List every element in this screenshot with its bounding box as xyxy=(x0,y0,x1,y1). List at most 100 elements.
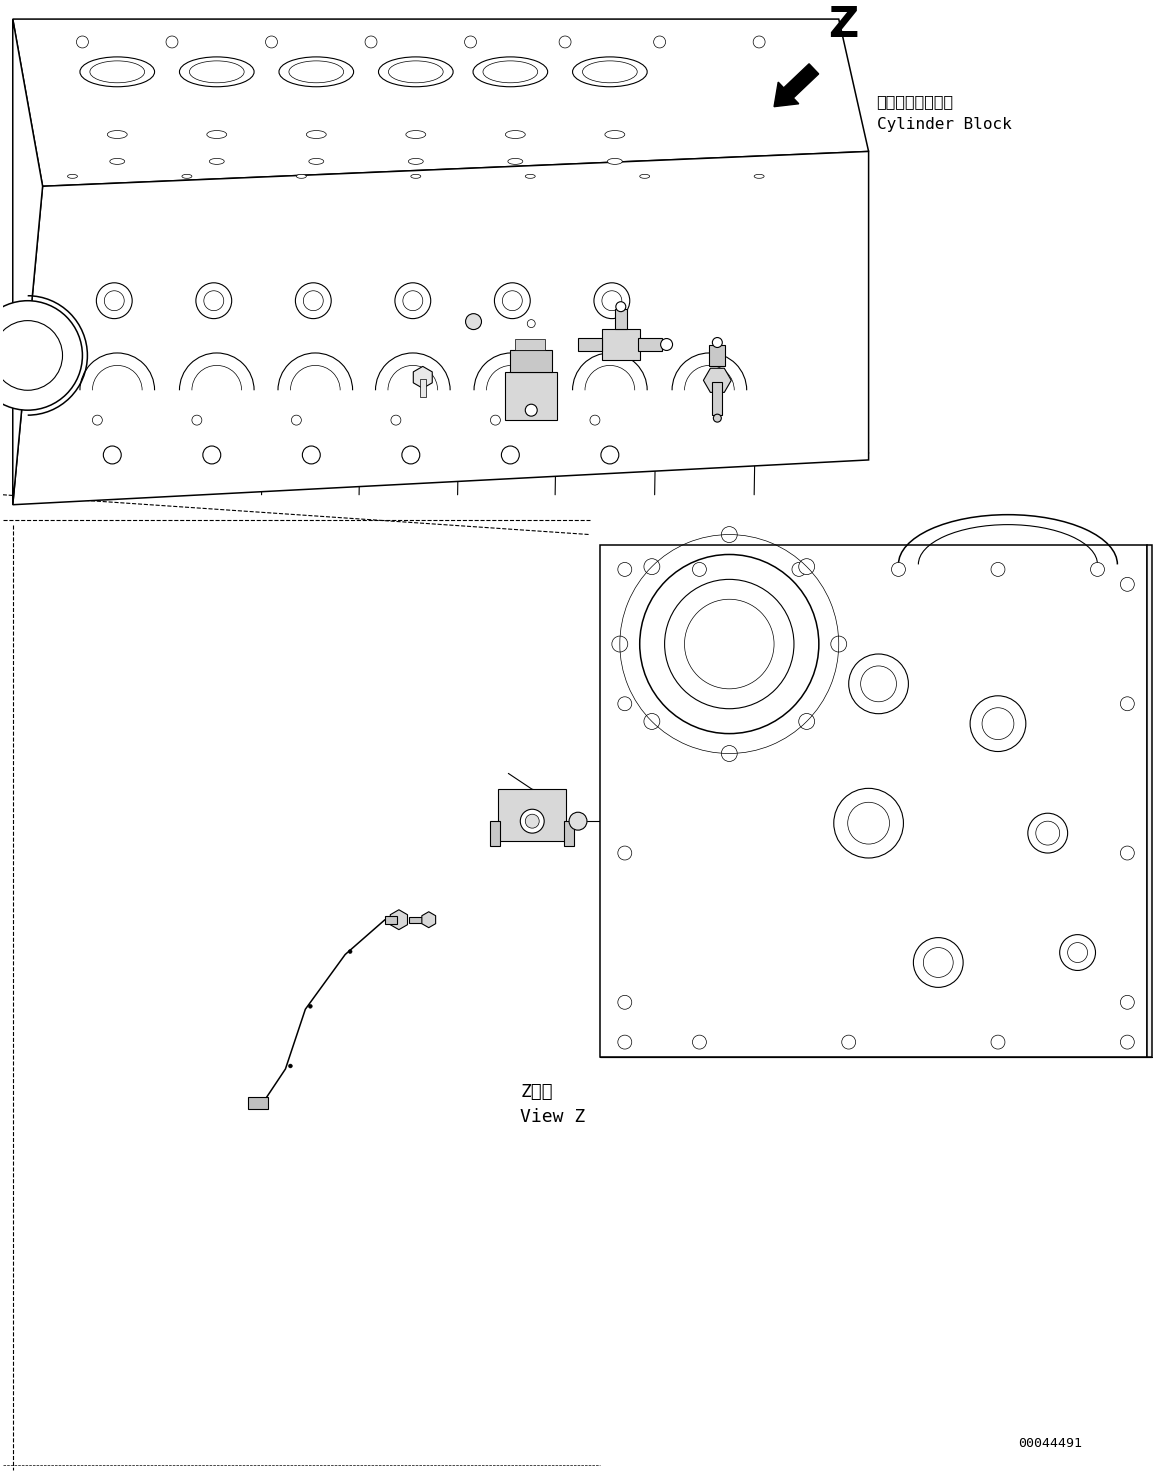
Bar xyxy=(248,1097,267,1108)
Circle shape xyxy=(494,283,530,319)
Ellipse shape xyxy=(411,174,421,179)
Circle shape xyxy=(594,283,630,319)
Ellipse shape xyxy=(526,174,535,179)
Circle shape xyxy=(1120,577,1134,592)
Circle shape xyxy=(849,654,908,714)
Circle shape xyxy=(92,415,102,425)
Circle shape xyxy=(166,35,178,47)
Text: シリンダブロック: シリンダブロック xyxy=(877,94,954,109)
Circle shape xyxy=(402,446,420,463)
Bar xyxy=(637,338,662,351)
Polygon shape xyxy=(600,545,1147,1057)
Bar xyxy=(499,790,566,841)
Circle shape xyxy=(1120,1035,1134,1049)
Ellipse shape xyxy=(179,58,254,87)
Circle shape xyxy=(520,809,544,832)
Circle shape xyxy=(923,948,954,977)
Circle shape xyxy=(569,812,587,830)
Ellipse shape xyxy=(473,58,548,87)
Bar xyxy=(385,915,397,924)
Circle shape xyxy=(204,291,223,310)
Circle shape xyxy=(590,415,600,425)
Circle shape xyxy=(982,707,1014,739)
Polygon shape xyxy=(422,912,436,927)
Circle shape xyxy=(202,446,221,463)
Circle shape xyxy=(721,745,737,762)
Ellipse shape xyxy=(279,58,354,87)
Circle shape xyxy=(970,695,1026,751)
Circle shape xyxy=(644,713,659,729)
Ellipse shape xyxy=(67,174,78,179)
Circle shape xyxy=(502,291,522,310)
Circle shape xyxy=(465,314,481,329)
Circle shape xyxy=(0,320,63,390)
Circle shape xyxy=(913,937,963,987)
Ellipse shape xyxy=(109,158,124,164)
Circle shape xyxy=(1120,697,1134,711)
Circle shape xyxy=(713,415,721,422)
Circle shape xyxy=(618,1035,632,1049)
Circle shape xyxy=(654,35,665,47)
Circle shape xyxy=(721,527,737,543)
Ellipse shape xyxy=(607,158,622,164)
Circle shape xyxy=(618,562,632,576)
Circle shape xyxy=(1059,934,1096,970)
Bar xyxy=(615,308,627,329)
Circle shape xyxy=(365,35,377,47)
Ellipse shape xyxy=(640,174,650,179)
Circle shape xyxy=(77,35,88,47)
Circle shape xyxy=(685,599,775,689)
Polygon shape xyxy=(13,152,869,505)
Ellipse shape xyxy=(408,158,423,164)
Circle shape xyxy=(664,580,794,708)
Circle shape xyxy=(618,846,632,861)
Circle shape xyxy=(97,283,133,319)
Circle shape xyxy=(559,35,571,47)
Bar xyxy=(420,379,426,397)
Polygon shape xyxy=(13,19,43,505)
Circle shape xyxy=(1036,821,1059,846)
Bar xyxy=(491,821,500,846)
Circle shape xyxy=(1068,943,1087,962)
Bar xyxy=(506,372,557,421)
Circle shape xyxy=(302,446,320,463)
Text: View Z: View Z xyxy=(520,1108,585,1126)
Ellipse shape xyxy=(181,174,192,179)
Text: Z: Z xyxy=(828,4,858,46)
Circle shape xyxy=(402,291,423,310)
Circle shape xyxy=(861,666,897,701)
Circle shape xyxy=(395,283,430,319)
Circle shape xyxy=(792,562,806,576)
Ellipse shape xyxy=(209,158,224,164)
Bar xyxy=(564,821,575,846)
Circle shape xyxy=(602,291,622,310)
Circle shape xyxy=(192,415,202,425)
Ellipse shape xyxy=(605,130,625,139)
FancyArrow shape xyxy=(775,63,819,106)
Circle shape xyxy=(501,446,520,463)
Circle shape xyxy=(991,1035,1005,1049)
Bar xyxy=(602,329,640,360)
Circle shape xyxy=(304,291,323,310)
Text: Z　視: Z 視 xyxy=(520,1083,552,1101)
Ellipse shape xyxy=(406,130,426,139)
Ellipse shape xyxy=(309,158,323,164)
Circle shape xyxy=(104,446,121,463)
Circle shape xyxy=(195,283,231,319)
Circle shape xyxy=(692,1035,706,1049)
Circle shape xyxy=(288,1064,292,1069)
Circle shape xyxy=(799,713,814,729)
Circle shape xyxy=(601,446,619,463)
Circle shape xyxy=(1120,995,1134,1010)
Bar xyxy=(515,338,545,350)
Polygon shape xyxy=(1147,545,1153,1057)
Circle shape xyxy=(526,815,540,828)
Circle shape xyxy=(265,35,278,47)
Polygon shape xyxy=(391,909,407,930)
Circle shape xyxy=(295,283,331,319)
Circle shape xyxy=(526,404,537,416)
Polygon shape xyxy=(413,366,433,388)
Circle shape xyxy=(644,559,659,574)
Ellipse shape xyxy=(508,158,523,164)
Ellipse shape xyxy=(288,61,343,83)
